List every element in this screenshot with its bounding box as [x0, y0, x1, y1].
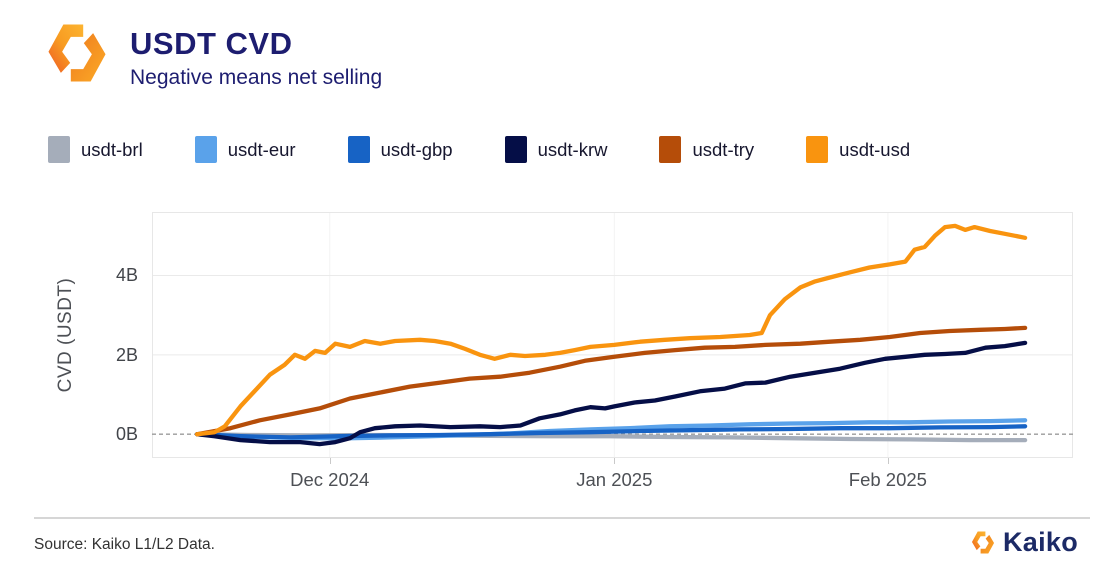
- legend-label: usdt-brl: [81, 138, 143, 160]
- header: USDT CVD Negative means net selling: [46, 22, 382, 90]
- legend-swatch-usdt-brl: [48, 136, 70, 163]
- y-axis-title: CVD (USDT): [55, 277, 76, 393]
- footer-divider: [34, 517, 1090, 519]
- page-title: USDT CVD: [130, 26, 293, 61]
- series-line-usdt-usd: [194, 223, 1028, 437]
- y-tick-label-4B: 4B: [115, 265, 138, 286]
- legend-item-usdt-usd[interactable]: usdt-usd: [806, 136, 910, 163]
- legend-label: usdt-gbp: [380, 138, 453, 160]
- source-note: Source: Kaiko L1/L2 Data.: [34, 536, 215, 553]
- legend-swatch-usdt-try: [659, 136, 682, 163]
- x-tick-label-dec-2024: Dec 2024: [290, 469, 370, 490]
- x-tick-label-feb-2025: Feb 2025: [848, 469, 927, 490]
- kaiko-footer-logo-text: Kaiko: [1002, 527, 1078, 557]
- y-tick-label-2B: 2B: [115, 344, 138, 365]
- kaiko-footer-logo: Kaiko: [971, 527, 1078, 558]
- legend-swatch-usdt-eur: [194, 136, 217, 163]
- legend-swatch-usdt-krw: [504, 136, 527, 163]
- legend-label: usdt-usd: [839, 138, 911, 160]
- legend-item-usdt-krw[interactable]: usdt-krw: [504, 136, 608, 163]
- legend-swatch-usdt-usd: [806, 136, 829, 163]
- x-tick-label-jan-2025: Jan 2025: [576, 469, 653, 490]
- legend-item-usdt-gbp[interactable]: usdt-gbp: [347, 136, 453, 163]
- y-tick-label-0B: 0B: [115, 424, 138, 445]
- kaiko-footer-logo-icon: [971, 529, 995, 556]
- title-block: USDT CVD Negative means net selling: [130, 22, 382, 90]
- kaiko-logo-icon: [46, 22, 108, 84]
- chart-legend: usdt-brl usdt-eur usdt-gbp usdt-krw usdt-try…: [48, 136, 962, 163]
- cvd-line-chart: [152, 212, 1073, 458]
- x-tick-mark: [887, 458, 889, 464]
- plot-border: [152, 212, 1073, 458]
- legend-swatch-usdt-gbp: [347, 136, 370, 163]
- x-tick-mark: [329, 458, 331, 464]
- legend-label: usdt-eur: [227, 138, 296, 160]
- page-subtitle: Negative means net selling: [130, 66, 383, 89]
- legend-item-usdt-brl[interactable]: usdt-brl: [48, 136, 143, 163]
- series-line-usdt-try: [194, 325, 1028, 437]
- legend-item-usdt-try[interactable]: usdt-try: [659, 136, 754, 163]
- legend-item-usdt-eur[interactable]: usdt-eur: [194, 136, 296, 163]
- chart-canvas: [152, 212, 1073, 458]
- x-tick-mark: [614, 458, 616, 464]
- legend-label: usdt-try: [692, 138, 755, 160]
- legend-label: usdt-krw: [537, 138, 608, 160]
- series-line-usdt-gbp: [194, 424, 1028, 440]
- series-line-usdt-krw: [194, 340, 1028, 447]
